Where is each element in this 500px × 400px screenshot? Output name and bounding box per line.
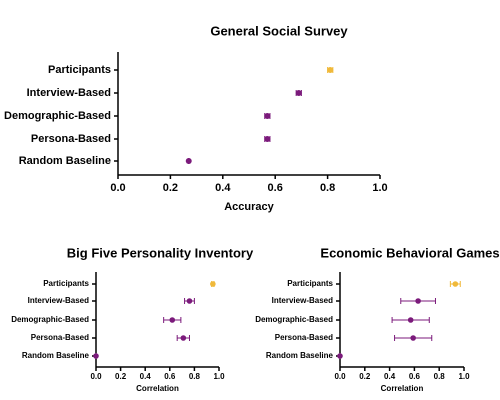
y-tick-label: Participants — [287, 279, 333, 288]
point — [337, 353, 343, 359]
y-tick-label: Random Baseline — [22, 351, 90, 360]
y-tick-label: Participants — [48, 64, 111, 76]
x-tick-label: 0.6 — [268, 182, 283, 194]
point — [415, 298, 421, 304]
x-tick-label: 0.4 — [215, 182, 231, 194]
x-tick-label: 1.0 — [372, 182, 387, 194]
y-tick-label: Interview-Based — [272, 296, 333, 305]
point — [264, 136, 271, 142]
point — [185, 158, 192, 164]
point — [452, 281, 459, 287]
x-tick-label: 1.0 — [213, 372, 225, 381]
x-tick-label: 0.2 — [163, 182, 178, 194]
y-tick-label: Random Baseline — [266, 351, 334, 360]
x-tick-label: 0.8 — [320, 182, 335, 194]
x-tick-label: 0.8 — [434, 372, 446, 381]
x-tick-label: 0.8 — [189, 372, 201, 381]
x-tick-label: 0.0 — [90, 372, 102, 381]
x-tick-label: 1.0 — [458, 372, 470, 381]
x-axis-label: Correlation — [136, 384, 179, 393]
x-tick-label: 0.2 — [115, 372, 127, 381]
point — [93, 353, 99, 359]
x-tick-label: 0.0 — [110, 182, 125, 194]
y-tick-label: Interview-Based — [28, 296, 89, 305]
point — [407, 317, 414, 323]
y-tick-label: Persona-Based — [275, 333, 333, 342]
y-tick-label: Interview-Based — [27, 87, 111, 99]
point — [264, 113, 271, 119]
point — [410, 335, 416, 341]
x-tick-label: 0.0 — [334, 372, 346, 381]
y-tick-label: Demographic-Based — [255, 315, 333, 324]
y-tick-label: Participants — [43, 279, 89, 288]
x-tick-label: 0.4 — [140, 372, 152, 381]
x-tick-label: 0.2 — [359, 372, 371, 381]
x-tick-label: 0.4 — [384, 372, 396, 381]
x-tick-label: 0.6 — [164, 372, 176, 381]
y-tick-label: Persona-Based — [31, 333, 89, 342]
chart-title: Economic Behavioral Games — [320, 245, 499, 260]
x-axis-label: Accuracy — [224, 201, 274, 213]
point — [210, 281, 216, 287]
point — [295, 90, 302, 96]
y-tick-label: Random Baseline — [19, 155, 111, 167]
point — [169, 317, 176, 323]
y-tick-label: Persona-Based — [31, 133, 111, 145]
x-tick-label: 0.6 — [409, 372, 421, 381]
y-tick-label: Demographic-Based — [11, 315, 89, 324]
point — [180, 335, 187, 341]
chart-title: Big Five Personality Inventory — [67, 245, 254, 260]
point — [327, 67, 334, 73]
y-tick-label: Demographic-Based — [4, 110, 111, 122]
point — [186, 298, 193, 304]
x-axis-label: Correlation — [381, 384, 424, 393]
chart-title: General Social Survey — [210, 23, 348, 38]
